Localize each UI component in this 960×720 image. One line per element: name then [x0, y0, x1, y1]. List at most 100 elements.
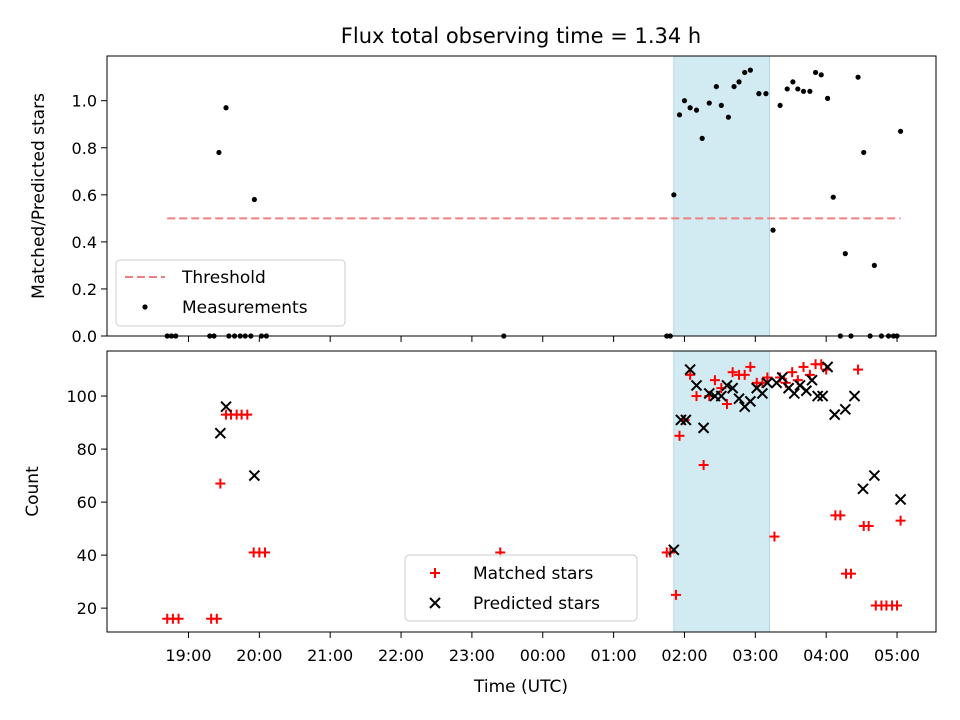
measurement-point	[756, 91, 762, 97]
top-y-tick-label: 1.0	[72, 92, 97, 111]
x-axis-label: Time (UTC)	[473, 677, 568, 697]
bottom-y-tick-label: 80	[77, 440, 97, 459]
predicted-star-point	[894, 493, 907, 506]
x-tick-label: 03:00	[732, 646, 778, 665]
bottom-y-tick-label: 60	[77, 493, 97, 512]
top-y-tick-label: 0.8	[72, 139, 97, 158]
x-tick-label: 04:00	[803, 646, 849, 665]
matched-star-point	[260, 547, 271, 558]
matched-star-point	[853, 364, 864, 375]
matched-star-point	[762, 372, 773, 383]
x-tick-label: 23:00	[449, 646, 495, 665]
predicted-star-point	[776, 371, 788, 384]
top-y-tick-label: 0.2	[72, 280, 97, 299]
predicted-star-point	[697, 422, 710, 434]
predicted-star-point	[715, 390, 728, 402]
matched-star-point	[670, 589, 681, 600]
matched-star-point	[798, 361, 809, 372]
measurement-point	[736, 79, 742, 85]
predicted-star-point	[857, 483, 869, 495]
bottom-panel: 20 40 60 80 100 19:00 20:00 21:00 22:00 23:00 00:…	[23, 350, 937, 697]
predicted-star-point	[675, 414, 687, 426]
predicted-star-point	[816, 390, 829, 402]
predicted-star-point	[811, 390, 824, 402]
legend-matched-label: Matched stars	[473, 564, 593, 584]
bottom-shaded-span	[673, 350, 770, 633]
matched-star-point	[745, 361, 756, 372]
measurement-point	[763, 91, 769, 97]
matched-star-point	[787, 367, 798, 378]
predicted-star-point	[806, 374, 818, 386]
top-legend: Threshold Measurements	[115, 259, 346, 327]
measurement-point	[699, 135, 705, 141]
top-y-axis-label: Matched/Predicted stars	[29, 93, 49, 299]
bottom-plot-frame	[106, 350, 937, 633]
predicted-star-point	[848, 390, 861, 402]
predicted-star-point	[680, 414, 692, 426]
measurement-point	[800, 88, 807, 94]
predicted-star-point	[821, 361, 834, 373]
matched-star-point	[892, 600, 903, 611]
matched-star-point	[835, 510, 846, 521]
x-tick-label: 00:00	[520, 646, 566, 665]
matched-star-point	[242, 409, 253, 420]
top-shaded-span	[673, 55, 770, 337]
matched-star-point	[674, 430, 685, 441]
measurement-point	[812, 69, 819, 76]
matched-star-point	[895, 515, 906, 526]
top-y-tick-label: 0.6	[72, 186, 97, 205]
predicted-star-point	[868, 469, 881, 482]
legend-x-marker	[429, 597, 441, 609]
predicted-star-point	[220, 400, 232, 413]
measurement-point	[731, 83, 737, 90]
top-y-tick-label: 0.4	[72, 233, 97, 252]
predicted-star-point	[668, 544, 680, 556]
measurement-point	[818, 72, 824, 78]
x-tick-label: 19:00	[165, 646, 211, 665]
predicted-star-point	[248, 469, 261, 482]
predicted-star-point	[726, 382, 739, 394]
x-tick-label: 02:00	[661, 646, 707, 665]
measurement-point	[676, 112, 683, 118]
matched-star-point	[691, 391, 702, 402]
matched-star-point	[685, 369, 696, 380]
x-tick-label: 05:00	[874, 646, 920, 665]
legend-predicted-swatch	[429, 597, 441, 609]
measurement-point	[747, 67, 753, 73]
measurement-point	[251, 196, 257, 203]
predicted-star-point	[690, 379, 703, 392]
measurement-point	[718, 102, 724, 109]
predicted-star-point	[744, 395, 757, 408]
measurement-point	[861, 149, 867, 156]
measurement-point	[223, 105, 229, 111]
matched-star-point	[721, 399, 732, 410]
matched-star-point	[863, 520, 874, 531]
predicted-star-point	[800, 385, 813, 397]
measurement-point	[784, 86, 790, 92]
legend-plus-marker	[430, 568, 440, 578]
predicted-star-point	[684, 363, 696, 376]
predicted-star-point	[703, 387, 715, 400]
measurement-point	[855, 74, 861, 80]
x-tick-label: 20:00	[236, 646, 282, 665]
matched-star-point	[211, 613, 222, 624]
measurement-point	[725, 114, 731, 120]
predicted-star-point	[721, 379, 733, 392]
measurement-point	[871, 262, 877, 269]
measurement-point	[830, 194, 836, 200]
x-tick-label: 21:00	[307, 646, 353, 665]
measurement-point	[897, 128, 904, 134]
matched-star-point	[727, 367, 738, 378]
x-tick-label: 22:00	[378, 646, 424, 665]
bottom-y-tick-label: 20	[77, 599, 97, 618]
matched-star-point	[215, 478, 226, 489]
predicted-star-point	[788, 387, 800, 400]
measurement-point	[807, 88, 813, 94]
legend-threshold-label: Threshold	[181, 268, 266, 288]
matched-star-point	[173, 613, 184, 624]
predicted-star-point	[828, 408, 841, 421]
bottom-y-tick-label: 40	[77, 546, 97, 565]
matched-star-point	[769, 531, 780, 542]
measurement-point	[681, 98, 688, 104]
predicted-star-point	[756, 387, 769, 400]
